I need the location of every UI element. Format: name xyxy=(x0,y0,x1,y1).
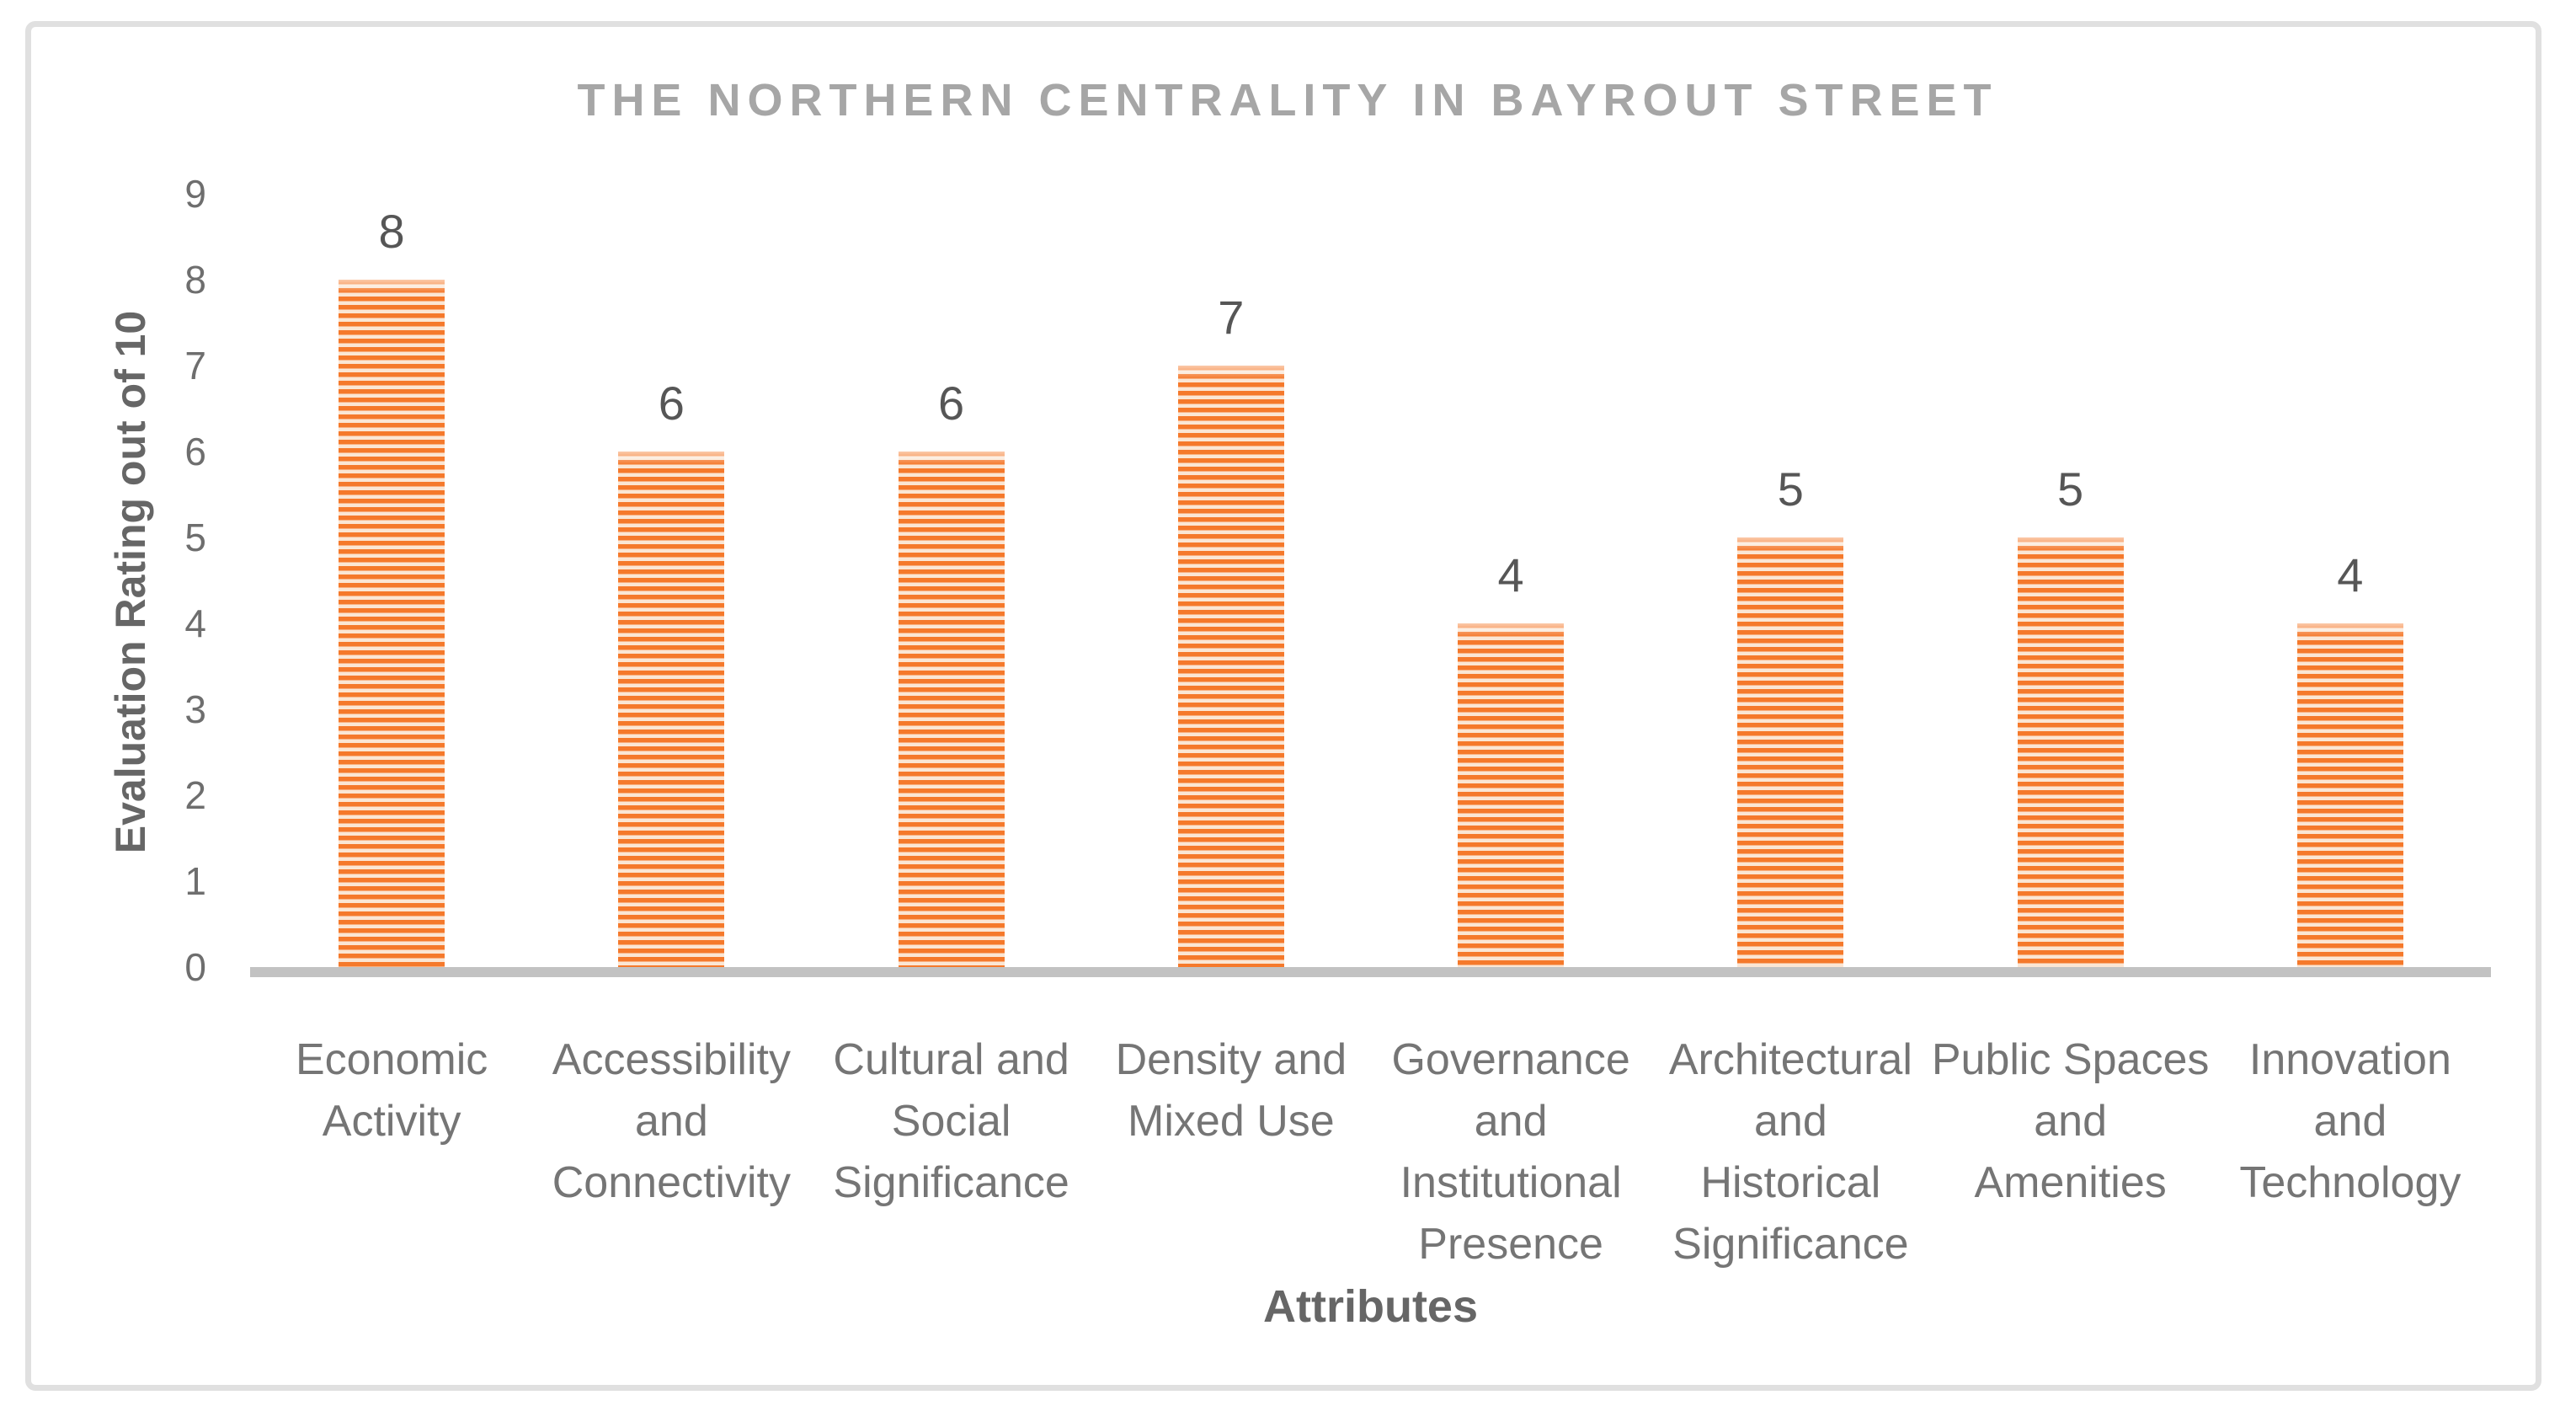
bar-value-label: 7 xyxy=(1218,291,1245,344)
y-tick-label: 1 xyxy=(184,859,206,903)
y-tick-label: 8 xyxy=(184,258,206,302)
bar xyxy=(2296,623,2403,967)
category-label: Public Spaces and Amenities xyxy=(1931,1035,2210,1207)
category-label: Economic Activity xyxy=(295,1035,488,1146)
category-label: Governance and Institutional Presence xyxy=(1391,1035,1630,1269)
bar-value-label: 5 xyxy=(1777,462,1804,516)
bar xyxy=(898,452,1005,967)
category-label: Innovation and Technology xyxy=(2239,1035,2461,1207)
bar-value-label: 4 xyxy=(1497,548,1524,601)
bar-value-label: 6 xyxy=(658,377,685,430)
bar-value-label: 4 xyxy=(2337,548,2364,601)
bar xyxy=(1737,537,1844,967)
y-tick-label: 0 xyxy=(184,945,206,989)
x-axis-line xyxy=(250,967,2491,977)
bar-value-label: 6 xyxy=(938,377,965,430)
bar xyxy=(2017,537,2124,967)
y-tick-label: 3 xyxy=(184,687,206,731)
x-axis-title: Attributes xyxy=(1263,1281,1478,1332)
bar-value-label: 5 xyxy=(2057,462,2084,516)
category-label: Density and Mixed Use xyxy=(1115,1035,1347,1146)
bar xyxy=(618,452,725,967)
bar xyxy=(339,280,445,967)
category-label: Accessibility and Connectivity xyxy=(552,1035,791,1207)
bar xyxy=(1458,623,1565,967)
category-label: Architectural and Historical Significanc… xyxy=(1668,1035,1912,1269)
y-tick-label: 6 xyxy=(184,430,206,473)
y-tick-label: 2 xyxy=(184,773,206,817)
category-label: Cultural and Social Significance xyxy=(833,1035,1069,1207)
y-tick-label: 7 xyxy=(184,344,206,387)
bar xyxy=(1177,366,1284,967)
y-tick-label: 5 xyxy=(184,516,206,559)
chart-title: THE NORTHERN CENTRALITY IN BAYROUT STREE… xyxy=(577,75,1998,126)
y-tick-label: 4 xyxy=(184,601,206,645)
y-tick-label: 9 xyxy=(184,172,206,216)
bar-value-label: 8 xyxy=(378,205,405,258)
